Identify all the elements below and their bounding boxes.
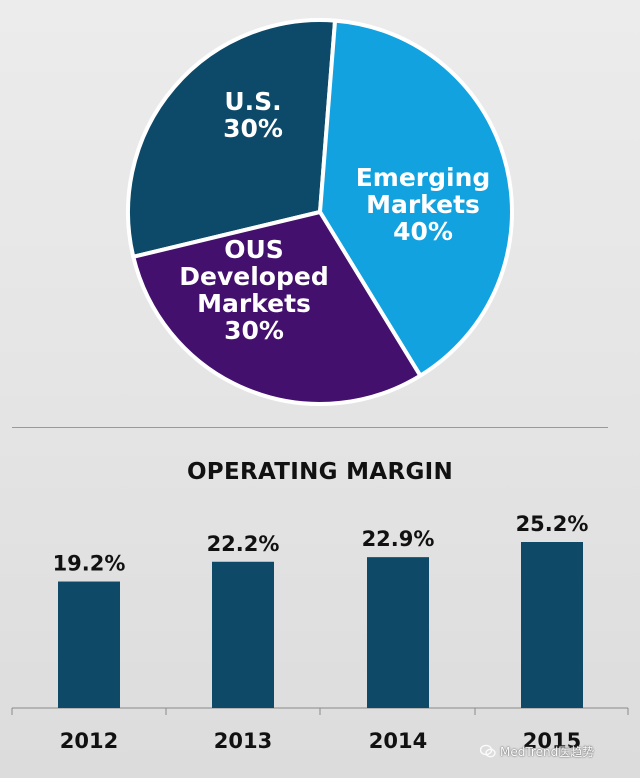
bar-data-label: 19.2%: [53, 552, 126, 576]
x-tick-label: 2013: [214, 729, 272, 753]
pie-slice-label: OUS Developed Markets 30%: [179, 235, 328, 345]
bar-data-label: 22.2%: [207, 532, 280, 556]
wechat-icon: [480, 744, 496, 758]
pie-slice-label: U.S. 30%: [223, 87, 283, 143]
bar-data-label: 22.9%: [362, 527, 435, 551]
pie-slice: [126, 18, 338, 259]
bar: [58, 581, 120, 708]
chart-title: OPERATING MARGIN: [186, 459, 454, 485]
watermark: MedTrend医趋势: [480, 740, 630, 762]
pie-chart: U.S. 30% Emerging Markets 40% OUS Developed Mar…: [126, 18, 514, 406]
x-tick-label: 2012: [60, 729, 118, 753]
watermark-text: MedTrend医趋势: [500, 744, 595, 759]
bar: [212, 561, 274, 708]
bar-chart: 19.2% 2012 22.2% 2013 22.9% 2014 25.2% 2015: [11, 512, 629, 753]
x-tick-label: 2014: [369, 729, 427, 753]
bar: [367, 557, 429, 708]
x-tick-label: 2015: [523, 729, 581, 753]
bar-data-label: 25.2%: [516, 512, 589, 536]
pie-slice: [131, 210, 423, 406]
section-divider: [12, 427, 608, 428]
pie-slice-label: Emerging Markets 40%: [356, 163, 491, 246]
bar: [521, 542, 583, 708]
